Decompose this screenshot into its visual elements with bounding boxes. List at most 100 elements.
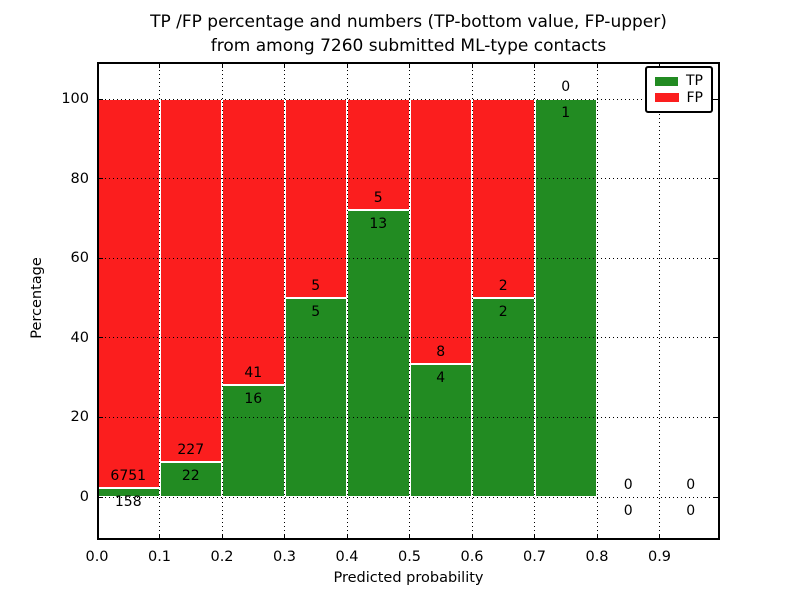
x-tick-mark (596, 534, 598, 540)
y-tick-label: 80 (70, 170, 89, 187)
x-tick-mark (221, 62, 223, 68)
y-tick-mark (97, 416, 103, 418)
tp-bar-segment (347, 209, 410, 497)
gridline-horizontal (97, 337, 720, 339)
gridline-horizontal (97, 98, 720, 100)
gridline-vertical (346, 62, 348, 540)
fp-count-label: 5 (373, 189, 383, 206)
y-axis-label: Percentage (29, 257, 45, 339)
tp-color-swatch (655, 76, 678, 86)
x-tick-label: 0.0 (85, 549, 109, 565)
x-tick-mark (471, 534, 473, 540)
x-tick-mark (159, 62, 160, 68)
fp-bar-segment (347, 99, 410, 210)
gridline-vertical (471, 62, 473, 540)
chart-title: TP /FP percentage and numbers (TP-bottom… (97, 10, 720, 58)
tp-count-label: 4 (436, 370, 446, 387)
tp-count-label: 16 (244, 391, 263, 408)
y-tick-label: 60 (70, 250, 89, 267)
fp-bar-segment (97, 99, 160, 488)
fp-count-label: 0 (686, 477, 696, 493)
gridlines-layer (97, 62, 720, 540)
y-tick-mark (97, 496, 103, 498)
x-tick-label: 0.2 (210, 549, 234, 565)
x-tick-mark (534, 534, 535, 540)
fp-color-swatch (655, 93, 679, 103)
y-tick-label: 100 (61, 91, 89, 107)
x-tick-label: 0.1 (147, 549, 172, 565)
x-tick-mark (284, 62, 285, 68)
gridline-vertical (159, 62, 160, 540)
x-tick-mark (96, 62, 98, 68)
x-tick-mark (471, 62, 473, 68)
y-tick-mark (97, 98, 103, 100)
x-tick-mark (96, 534, 98, 540)
x-tick-label: 0.8 (585, 549, 609, 565)
fp-bar-segment (472, 99, 535, 298)
gridline-vertical (534, 62, 535, 540)
fp-count-label: 0 (561, 79, 571, 95)
x-tick-label: 0.4 (335, 549, 359, 565)
tp-bar-segment (534, 99, 597, 497)
y-tick-label: 40 (70, 329, 89, 346)
x-tick-label: 0.7 (522, 549, 547, 565)
y-tick-label: 20 (70, 409, 89, 426)
x-tick-mark (659, 62, 660, 68)
tp-count-label: 13 (369, 215, 388, 232)
tp-bar-segment (284, 298, 347, 497)
x-tick-mark (346, 62, 348, 68)
plot-area: 6751 158 227 22 41 16 5 5 5 13 8 4 2 2 0 1 0 0 0 0 TP FP (96, 62, 720, 540)
gridline-horizontal (97, 178, 720, 180)
tp-count-label: 0 (623, 503, 633, 519)
gridline-vertical (659, 62, 660, 540)
fp-count-label: 8 (436, 344, 446, 361)
fp-count-label: 41 (244, 365, 263, 382)
fp-bar-segment (409, 99, 472, 365)
y-tick-mark (714, 257, 720, 259)
bar-labels-layer: 6751 158 227 22 41 16 5 5 5 13 8 4 2 2 0 1 0 0 0 0 (97, 62, 720, 540)
x-tick-label: 0.5 (397, 549, 422, 565)
y-tick-mark (97, 337, 103, 339)
tp-count-label: 2 (498, 304, 508, 320)
gridline-vertical (409, 62, 410, 540)
x-tick-label: 0.9 (647, 549, 672, 565)
fp-count-label: 0 (623, 477, 633, 493)
y-tick-mark (714, 98, 720, 100)
tp-count-label: 22 (181, 467, 200, 484)
fp-bar-segment (284, 99, 347, 298)
y-tick-mark (714, 496, 720, 498)
x-axis-label: Predicted probability (333, 570, 484, 586)
legend: TP FP (645, 66, 713, 113)
gridline-vertical (284, 62, 285, 540)
legend-item-tp: TP (655, 73, 703, 89)
tp-bar-segment (472, 298, 535, 497)
gridline-horizontal (97, 496, 720, 498)
gridline-vertical (221, 62, 223, 540)
x-tick-label: 0.6 (460, 549, 484, 565)
tp-count-label: 1 (561, 105, 571, 121)
chart-title-line1: TP /FP percentage and numbers (TP-bottom… (150, 12, 667, 32)
y-tick-mark (97, 257, 103, 259)
x-tick-mark (159, 534, 160, 540)
fp-bar-segment (222, 99, 285, 386)
tp-count-label: 0 (686, 503, 696, 519)
y-tick-mark (714, 178, 720, 180)
gridline-vertical (596, 62, 598, 540)
x-tick-label: 0.3 (272, 549, 297, 565)
fp-count-label: 5 (311, 278, 321, 294)
tp-count-label: 5 (311, 304, 321, 320)
x-tick-mark (346, 534, 348, 540)
legend-label-fp: FP (686, 89, 704, 106)
x-tick-mark (409, 534, 410, 540)
y-tick-label: 0 (79, 489, 89, 505)
legend-label-tp: TP (686, 73, 703, 90)
x-tick-mark (534, 62, 535, 68)
fp-count-label: 6751 (110, 467, 147, 484)
legend-item-fp: FP (655, 90, 703, 106)
gridline-horizontal (97, 257, 720, 259)
x-tick-mark (284, 534, 285, 540)
gridline-horizontal (97, 416, 720, 418)
y-tick-mark (714, 337, 720, 339)
x-tick-mark (221, 534, 223, 540)
